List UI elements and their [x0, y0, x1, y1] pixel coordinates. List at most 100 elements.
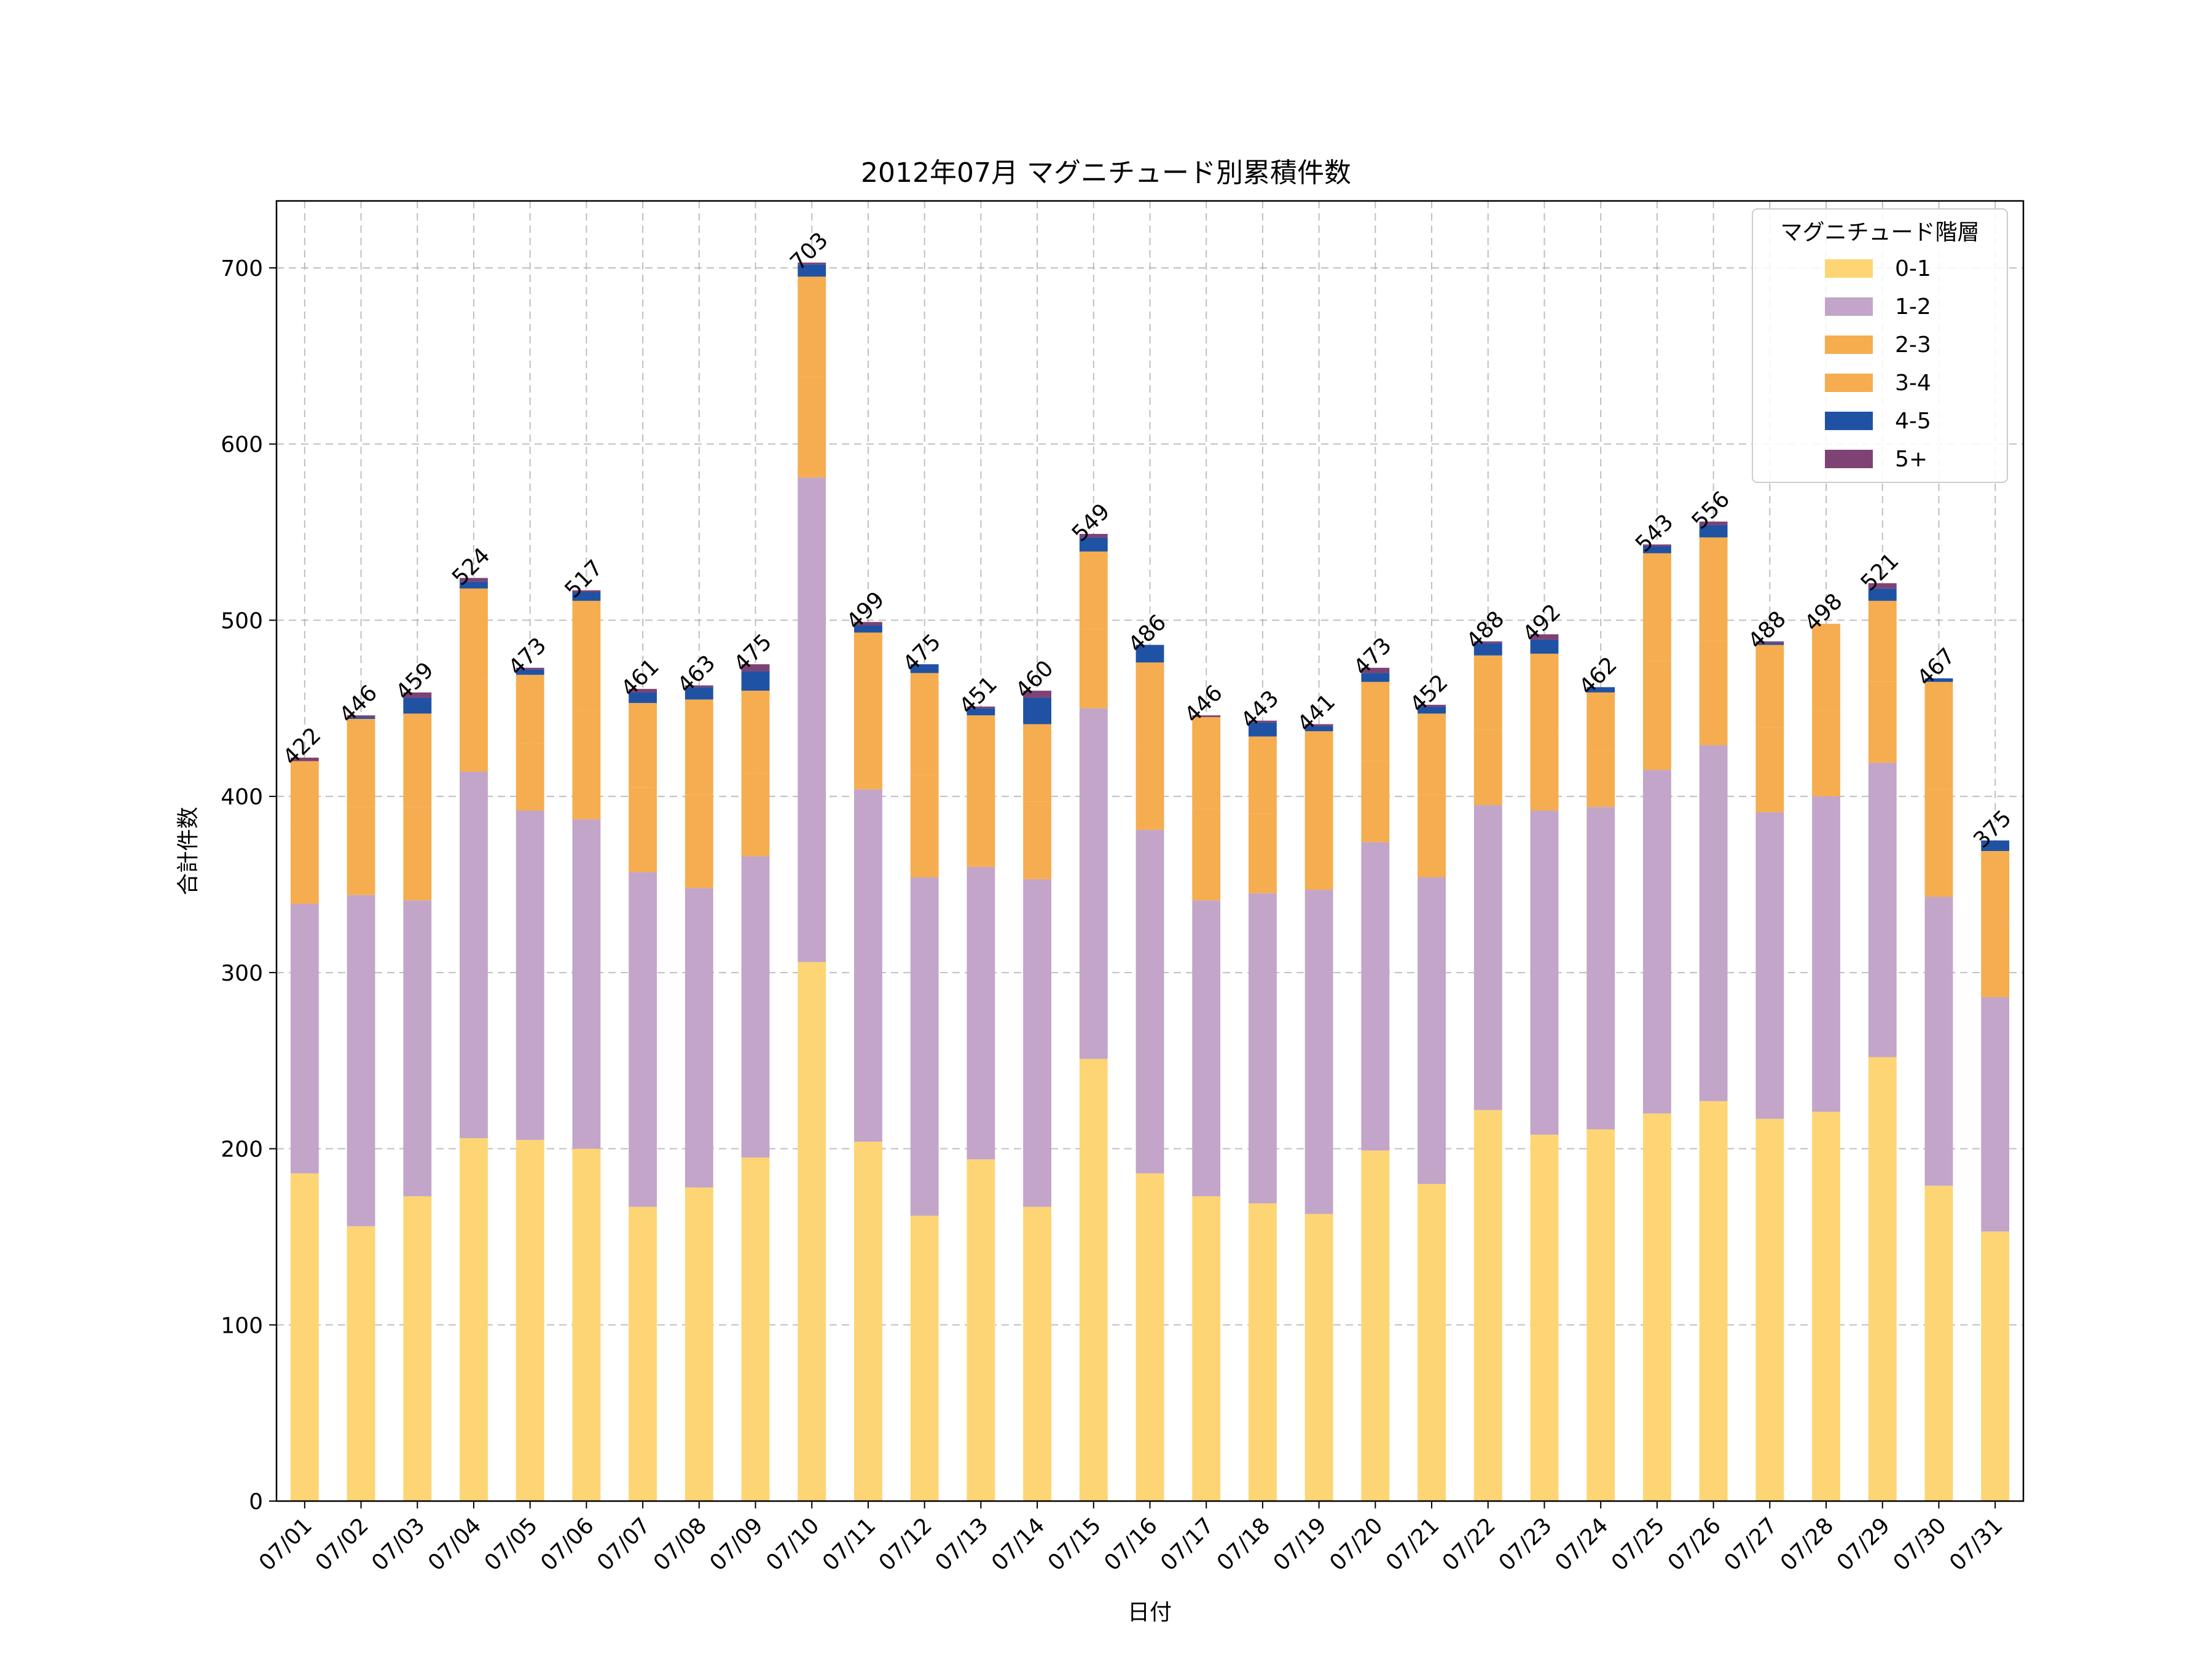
bar-segment-2-3: [403, 807, 432, 901]
bar-segment-3-4: [854, 632, 882, 712]
bar-segment-0-1: [1530, 1134, 1559, 1501]
bar-segment-1-2: [1812, 796, 1840, 1112]
legend-label-5+: 5+: [1895, 447, 1928, 472]
bar-segment-5+: [1699, 521, 1728, 525]
bar-segment-5+: [403, 692, 432, 698]
legend-title: マグニチュード階層: [1780, 220, 1979, 245]
bar-segment-5+: [741, 664, 770, 672]
legend-label-3-4: 3-4: [1895, 371, 1931, 396]
bar-segment-3-4: [403, 713, 432, 807]
bar-segment-0-1: [854, 1142, 882, 1501]
bar-segment-4-5: [1079, 537, 1108, 552]
y-tick-label: 600: [221, 433, 263, 458]
bar-segment-5+: [1473, 641, 1502, 643]
bar-segment-5+: [347, 715, 375, 718]
bar-segment-2-3: [1135, 745, 1164, 830]
bar-segment-3-4: [1473, 655, 1502, 730]
bar-segment-2-3: [629, 787, 657, 873]
bar-segment-2-3: [460, 680, 488, 772]
bar-segment-1-2: [1699, 745, 1728, 1102]
bar-segment-3-4: [516, 675, 544, 744]
bar-segment-0-1: [1981, 1231, 2010, 1501]
bar-segment-0-1: [741, 1157, 770, 1501]
bar-segment-0-1: [1361, 1150, 1390, 1501]
bar-segment-2-3: [1418, 794, 1446, 878]
bar-segment-2-3: [1473, 729, 1502, 806]
bar-segment-2-3: [741, 773, 770, 857]
bar-segment-3-4: [290, 761, 319, 832]
legend-swatch-4-5: [1825, 412, 1873, 430]
bar-segment-1-2: [910, 877, 939, 1216]
legend-swatch-3-4: [1825, 374, 1873, 392]
legend-label-1-2: 1-2: [1895, 294, 1931, 320]
bar-segment-3-4: [1755, 645, 1784, 728]
bar-segment-1-2: [403, 900, 432, 1196]
bar-segment-5+: [290, 758, 319, 761]
bar-segment-1-2: [1924, 896, 1953, 1186]
bar-segment-1-2: [854, 789, 882, 1142]
bar-segment-4-5: [1586, 687, 1615, 692]
bar-segment-5+: [967, 706, 995, 708]
bar-segment-4-5: [741, 671, 770, 691]
bar-segment-5+: [1361, 667, 1390, 673]
x-axis-label: 日付: [1128, 1600, 1172, 1625]
bar-segment-1-2: [1530, 810, 1559, 1135]
bar-segment-1-2: [1192, 900, 1221, 1196]
bar-segment-1-2: [460, 771, 488, 1139]
bar-segment-1-2: [1248, 893, 1277, 1204]
bar-segment-5+: [854, 622, 882, 626]
bar-segment-4-5: [1530, 639, 1559, 654]
bar-segment-1-2: [1586, 807, 1615, 1130]
bar-segment-0-1: [1586, 1129, 1615, 1501]
bar-segment-5+: [1079, 533, 1108, 538]
bar-segment-4-5: [910, 664, 939, 673]
bar-segment-2-3: [1924, 789, 1953, 897]
bar-segment-3-4: [1924, 681, 1953, 790]
y-tick-label: 700: [221, 256, 263, 281]
y-axis-label: 合計件数: [176, 807, 201, 895]
bar-segment-4-5: [1304, 726, 1333, 732]
legend-swatch-2-3: [1825, 335, 1873, 354]
bar-segment-1-2: [798, 477, 826, 962]
bar-segment-2-3: [1981, 923, 2010, 997]
y-tick-label: 400: [221, 785, 263, 810]
bar-segment-3-4: [629, 703, 657, 788]
legend-label-2-3: 2-3: [1895, 332, 1931, 358]
legend-swatch-1-2: [1825, 297, 1873, 316]
bar-segment-5+: [1868, 583, 1897, 589]
bar-segment-0-1: [516, 1140, 544, 1501]
bar-segment-5+: [460, 578, 488, 582]
bar-segment-5+: [684, 685, 713, 688]
bar-segment-2-3: [910, 775, 939, 878]
bar-segment-0-1: [460, 1138, 488, 1501]
bar-segment-4-5: [460, 581, 488, 589]
bar-segment-4-5: [1361, 673, 1390, 682]
y-tick-label: 200: [221, 1137, 263, 1163]
bar-segment-4-5: [347, 717, 375, 719]
bar-segment-4-5: [403, 697, 432, 714]
bar-segment-5+: [1248, 720, 1277, 723]
bar-segment-3-4: [1530, 653, 1559, 732]
bar-segment-5+: [1418, 705, 1446, 707]
bar-segment-2-3: [1699, 641, 1728, 745]
bar-segment-2-3: [684, 794, 713, 888]
bar-segment-0-1: [1079, 1059, 1108, 1501]
bar-segment-4-5: [1924, 678, 1953, 682]
bar-segment-1-2: [1981, 997, 2010, 1232]
bar-segment-5+: [516, 667, 544, 670]
bar-segment-4-5: [798, 264, 826, 277]
bar-segment-3-4: [1868, 600, 1897, 682]
bar-segment-4-5: [629, 692, 657, 704]
bar-segment-1-2: [1418, 877, 1446, 1184]
bar-segment-4-5: [1135, 645, 1164, 663]
bar-segment-2-3: [854, 712, 882, 790]
bar-segment-3-4: [798, 276, 826, 377]
bar-segment-3-4: [1304, 731, 1333, 811]
bar-segment-1-2: [1361, 842, 1390, 1151]
bar-segment-2-3: [1586, 750, 1615, 807]
legend: マグニチュード階層 0-1 1-2 2-3 3-4 4-5 5+: [1752, 208, 2008, 483]
bar-segment-5+: [1304, 724, 1333, 726]
bar-segment-2-3: [290, 831, 319, 904]
bar-segment-0-1: [798, 962, 826, 1501]
